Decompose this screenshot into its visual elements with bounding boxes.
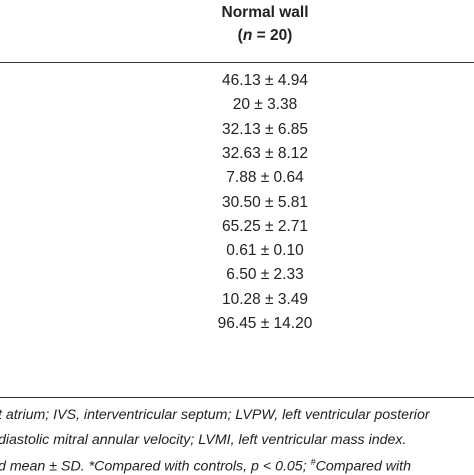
footnote-line-3: d mean ± SD. *Compared with controls, p … bbox=[0, 457, 472, 475]
table-cell-value: 46.13 ± 4.94 bbox=[221, 72, 309, 89]
table-bottom-rule bbox=[0, 397, 474, 398]
sample-size-value: = 20) bbox=[252, 27, 293, 44]
table-cell-value: 96.45 ± 14.20 bbox=[217, 315, 313, 332]
column-subtitle-sample-size: (n = 20) bbox=[160, 27, 370, 45]
table-cell-value: 0.61 ± 0.10 bbox=[226, 242, 304, 260]
table-cell-value: 32.13 ± 6.85 bbox=[221, 120, 309, 138]
table-cell-value: 10.28 ± 3.49 bbox=[221, 290, 309, 308]
table-cell-value: 7.88 ± 0.64 bbox=[226, 169, 304, 187]
footnote-line-1: t atrium; IVS, interventricular septum; … bbox=[0, 407, 430, 423]
sample-size-variable: n bbox=[242, 27, 253, 44]
table-cell-value: 30.50 ± 5.81 bbox=[221, 193, 309, 211]
footnote-hash-mark: # bbox=[310, 457, 316, 467]
table-cell-value: 65.25 ± 2.71 bbox=[221, 217, 309, 235]
column-title-normal-wall: Normal wall bbox=[221, 4, 309, 21]
footnote-line-3-main: d mean ± SD. *Compared with controls, p … bbox=[0, 458, 311, 475]
table-cell-value: 20 ± 3.38 bbox=[232, 96, 298, 114]
header-divider bbox=[0, 62, 474, 63]
sample-size-open: ( bbox=[237, 27, 243, 44]
table-cell-value: 6.50 ± 2.33 bbox=[226, 266, 304, 284]
footnote-line-3-tail: Compared with bbox=[315, 458, 412, 475]
table-header: Normal wall (n = 20) bbox=[0, 0, 474, 60]
table-cell-value: 32.63 ± 8.12 bbox=[221, 144, 309, 162]
footnote-line-2: diastolic mitral annular velocity; LVMI,… bbox=[0, 432, 407, 448]
